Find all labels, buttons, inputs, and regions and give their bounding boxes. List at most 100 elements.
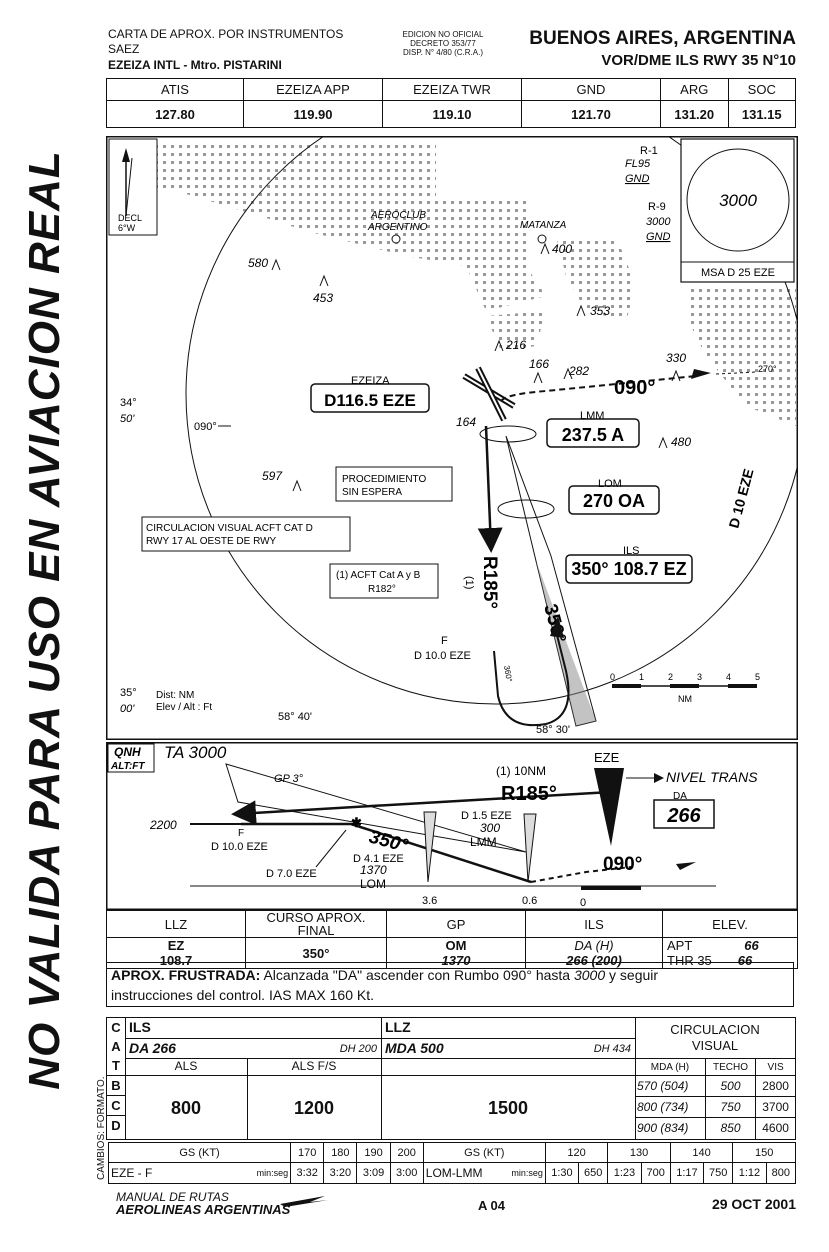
obstacles: 400 580 453 353 216 166 282 330 164 480 …: [248, 242, 691, 483]
freq-label-app: EZEIZA APP: [243, 78, 383, 101]
lom-marker-beam-icon: [423, 811, 437, 883]
decl-label: DECL: [118, 213, 142, 223]
gs-140: 140: [669, 1142, 734, 1163]
h-curso: CURSO APROX. FINAL: [245, 910, 387, 938]
obstacle-166: 166: [529, 357, 549, 371]
matanza-icon: [537, 234, 547, 244]
scale-0: 0: [610, 672, 615, 682]
h-curso-1: CURSO APROX.: [266, 910, 366, 925]
fix-d10: D 10.0 EZE: [414, 650, 471, 662]
ils-cell: DA (H) 266 (200): [525, 937, 663, 969]
alt-300: 300: [480, 821, 500, 835]
profile-eze: EZE: [594, 750, 620, 765]
r1-upper: FL95: [625, 158, 651, 170]
edition-line-3: DISP. N° 4/80 (C.R.A.): [403, 48, 483, 57]
circ-b-techo: 500: [704, 1075, 757, 1097]
circling-table: MDA (H) TECHO VIS 570 (504) 500 2800 800…: [635, 1058, 795, 1139]
chart-type: CARTA DE APROX. POR INSTRUMENTOS: [108, 27, 344, 41]
north-arrow-icon: [108, 138, 158, 236]
cat-letter-t: T: [112, 1058, 120, 1073]
missed-approach-box: APROX. FRUSTRADA: Alcanzada "DA" ascende…: [106, 962, 794, 1007]
ils-minimums: ILS DA 266 DH 200 ALS ALS F/S 800 1200: [125, 1018, 382, 1139]
profile-missed-090: 090°: [603, 854, 642, 875]
circ-note-2: RWY 17 AL OESTE DE RWY: [146, 536, 277, 547]
obstacle-216: 216: [505, 338, 526, 352]
obstacle-330: 330: [666, 351, 686, 365]
lom-frequency: 270 OA: [583, 491, 645, 511]
r9-label: R-9: [648, 201, 666, 213]
circ-note-1: CIRCULACION VISUAL ACFT CAT D: [146, 523, 313, 534]
profile-missed-path: [530, 866, 632, 883]
dist-3-6: 3.6: [422, 895, 437, 907]
lmm-label: LMM: [580, 410, 604, 422]
circling-title-2: VISUAL: [691, 1038, 739, 1053]
elev-note: Elev / Alt : Ft: [156, 702, 212, 713]
lom-box: [568, 485, 660, 515]
circ-d-mda: 900 (834): [635, 1117, 706, 1139]
dist-0: 0: [580, 897, 586, 909]
h-ils: ILS: [525, 910, 663, 938]
footer: MANUAL DE RUTAS AEROLINEAS ARGENTINAS A …: [110, 1190, 796, 1220]
r185-inbound-path: [231, 790, 612, 826]
cat-c: C: [107, 1095, 125, 1115]
fix-f: F: [441, 635, 448, 647]
missed-text-3: instrucciones del control. IAS MAX 160 K…: [111, 987, 375, 1003]
watermark: NO VALIDA PARA USO EN AVIACION REAL: [0, 0, 90, 1252]
radial-270: 270°: [758, 364, 777, 374]
llz-min-title: LLZ: [385, 1019, 411, 1035]
scale-1: 1: [639, 672, 644, 682]
gs-150: 150: [732, 1142, 796, 1163]
freq-soc: 131.15: [727, 100, 796, 128]
scale-4: 4: [726, 672, 731, 682]
cat-b: B: [107, 1075, 125, 1095]
freq-gnd: 121.70: [521, 100, 661, 128]
urban-area-matanza: [556, 236, 636, 321]
circ-h-techo: TECHO: [704, 1058, 757, 1076]
obstacle-353: 353: [590, 304, 610, 318]
missed-text-2: y seguir: [609, 967, 659, 983]
matanza-label: MATANZA: [520, 220, 567, 231]
da-value: 266: [666, 805, 701, 827]
ils-label: ILS: [623, 545, 640, 557]
missed-text-1: Alcanzada "DA" ascender con Rumbo 090° h…: [263, 967, 571, 983]
watermark-text: NO VALIDA PARA USO EN AVIACION REAL: [20, 150, 69, 1090]
vis-1200: 1200: [293, 1098, 335, 1118]
msa-label: MSA D 25 EZE: [701, 267, 775, 279]
circ-d-techo: 850: [704, 1117, 757, 1139]
circ-h-vis: VIS: [755, 1058, 795, 1076]
missed-approach-track: [500, 375, 697, 402]
obstacle-580: 580: [248, 256, 268, 270]
scale-unit: NM: [678, 694, 692, 704]
circling-minimums: CIRCULACION VISUAL MDA (H) TECHO VIS 570…: [635, 1018, 795, 1139]
eze-vor-icon: [594, 768, 624, 846]
circ-b-mda: 570 (504): [635, 1075, 706, 1097]
turn-360: 360°: [502, 665, 514, 683]
profile-lom: LOM: [360, 877, 386, 891]
obstacle-597: 597: [262, 469, 283, 483]
decl-value: 6°W: [118, 223, 136, 233]
freq-app: 119.90: [243, 100, 383, 128]
altft-label: ALT:FT: [110, 761, 145, 772]
curso-value: 350°: [245, 937, 387, 969]
gp-label: GP 3°: [274, 773, 304, 785]
fix-d7: D 7.0 EZE: [266, 868, 317, 880]
circ-b-vis: 2800: [755, 1075, 795, 1097]
cat-d: D: [107, 1115, 125, 1135]
profile-lmm: LMM: [470, 835, 497, 849]
nivel-trans: NIVEL TRANS: [666, 769, 758, 785]
gs-200: 200: [389, 1142, 424, 1163]
apt-label: APT: [667, 938, 693, 953]
route-lom-lmm: LOM-LMM: [422, 1162, 501, 1184]
approach-info-table: LLZ CURSO APROX. FINAL GP ILS ELEV. EZ 108…: [106, 910, 798, 969]
runway-profile-icon: [581, 886, 641, 890]
dist-0-6: 0.6: [522, 895, 537, 907]
time-190: 3:09: [356, 1162, 391, 1184]
thr-value: 66: [737, 953, 753, 968]
da-label: DA: [673, 791, 687, 802]
msa-circle: [686, 148, 790, 252]
circling-title: CIRCULACION VISUAL: [635, 1022, 795, 1054]
elev-cell: APT 66 THR 35 66: [662, 937, 798, 969]
thr-label: THR 35: [667, 953, 712, 968]
fix-f-label: F: [238, 828, 244, 839]
urban-area-north: [146, 141, 546, 311]
